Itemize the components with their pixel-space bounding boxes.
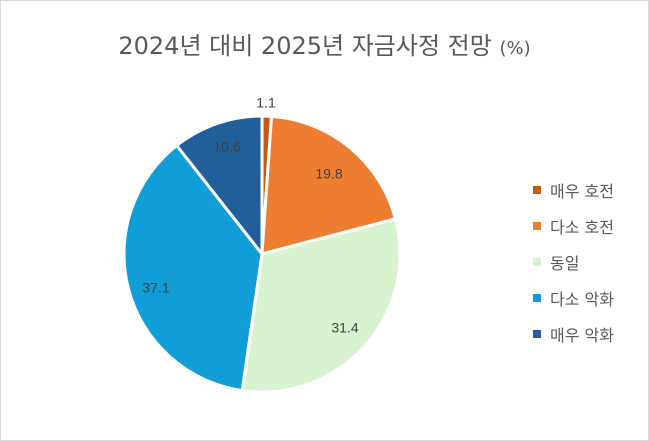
legend-item-매우-악화: 매우 악화 — [533, 316, 614, 352]
data-label-다소-호전: 19.8 — [315, 166, 342, 182]
pie-slice-동일 — [240, 217, 402, 394]
legend-swatch — [533, 330, 541, 338]
legend-swatch — [533, 294, 541, 302]
legend-label: 다소 호전 — [550, 218, 614, 237]
legend-label: 매우 호전 — [550, 182, 614, 201]
data-label-다소-악화: 37.1 — [142, 280, 169, 296]
legend-label: 매우 악화 — [550, 326, 614, 345]
legend-label: 다소 악화 — [550, 290, 614, 309]
pie-slice-다소-악화 — [122, 143, 264, 393]
legend-swatch — [533, 258, 541, 266]
chart-title-text: 2024년 대비 2025년 자금사정 전망 — [118, 32, 492, 60]
legend-item-다소-악화: 다소 악화 — [533, 280, 614, 316]
chart-title: 2024년 대비 2025년 자금사정 전망 (%) — [0, 26, 649, 61]
legend-item-매우-호전: 매우 호전 — [533, 172, 614, 208]
data-label-매우-호전: 1.1 — [256, 95, 276, 111]
legend-swatch — [533, 186, 541, 194]
pie-slice-다소-호전 — [260, 114, 397, 256]
chart-title-unit: (%) — [499, 38, 531, 59]
data-label-매우-악화: 10.6 — [213, 139, 240, 155]
legend-item-동일: 동일 — [533, 244, 614, 280]
data-label-동일: 31.4 — [331, 320, 358, 336]
pie-slice-매우-악화 — [175, 114, 264, 256]
legend-swatch — [533, 222, 541, 230]
legend-label: 동일 — [550, 254, 580, 273]
legend-item-다소-호전: 다소 호전 — [533, 208, 614, 244]
